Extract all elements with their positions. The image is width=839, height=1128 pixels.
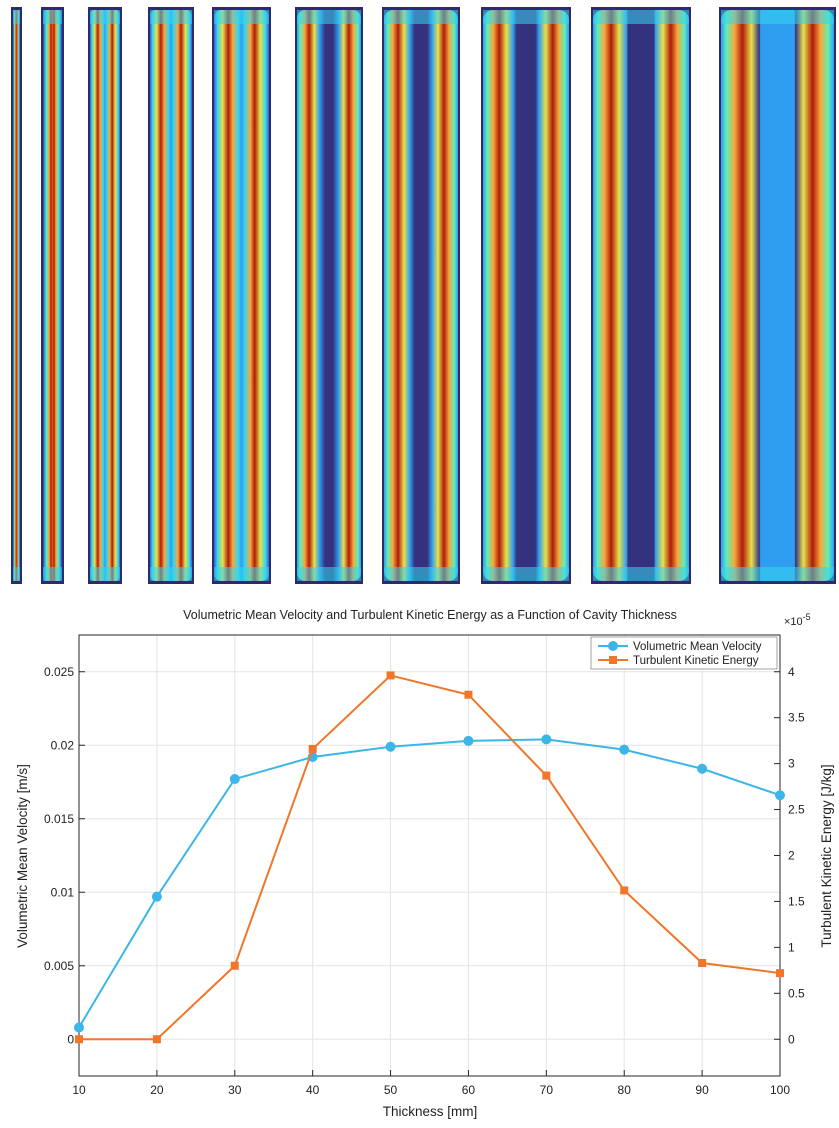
data-point-volumetric-mean-velocity (619, 744, 630, 755)
data-point-volumetric-mean-velocity (74, 1022, 84, 1033)
right-axis-exponent: ×10-5 (784, 612, 811, 628)
data-point-turbulent-kinetic-energy (620, 886, 629, 895)
x-tick-label: 70 (540, 1083, 554, 1097)
y-axis-right: 0 0.5 1 1.5 2 2.5 3 3.5 4 (774, 665, 805, 1046)
contour-strip (11, 7, 836, 584)
x-tick-label: 90 (695, 1083, 709, 1097)
data-point-turbulent-kinetic-energy (698, 958, 707, 967)
data-point-volumetric-mean-velocity (229, 774, 240, 785)
y-right-tick-label: 4 (788, 665, 795, 679)
x-tick-label: 30 (228, 1083, 242, 1097)
y-right-tick-label: 1 (788, 940, 795, 954)
x-tick-label: 20 (150, 1083, 164, 1097)
y-axis-left: 0 0.005 0.01 0.015 0.02 0.025 (44, 665, 85, 1046)
y-left-tick-label: 0 (67, 1032, 74, 1046)
contour-panel (41, 7, 64, 584)
y-left-tick-label: 0.01 (51, 885, 75, 899)
x-tick-label: 60 (462, 1083, 476, 1097)
data-point-volumetric-mean-velocity (775, 790, 785, 801)
contour-panel (212, 7, 271, 584)
contour-panel (11, 7, 22, 584)
series-line-turbulent-kinetic-energy (79, 674, 781, 1041)
x-tick-label: 80 (618, 1083, 632, 1097)
contour-panel (481, 7, 571, 584)
data-point-turbulent-kinetic-energy (308, 744, 317, 753)
chart-title: Volumetric Mean Velocity and Turbulent K… (183, 608, 677, 622)
legend: Volumetric Mean Velocity Turbulent Kinet… (590, 636, 778, 670)
y-axis-left-label: Volumetric Mean Velocity [m/s] (15, 764, 30, 948)
x-tick-label: 50 (384, 1083, 398, 1097)
legend-label-tke: Turbulent Kinetic Energy (633, 655, 759, 667)
exponent-power: -5 (803, 612, 811, 622)
contour-panel (382, 7, 460, 584)
data-point-turbulent-kinetic-energy (542, 771, 551, 780)
series-line-volumetric-mean-velocity (78, 738, 781, 1029)
y-left-tick-label: 0.005 (44, 959, 74, 973)
contour-panel (295, 7, 363, 584)
contour-panel (591, 7, 691, 584)
legend-label-velocity: Volumetric Mean Velocity (633, 641, 762, 653)
data-point-turbulent-kinetic-energy (386, 671, 395, 680)
y-right-tick-label: 3.5 (788, 711, 805, 725)
y-right-tick-label: 2.5 (788, 803, 805, 817)
x-axis-label: Thickness [mm] (383, 1104, 478, 1119)
y-right-tick-label: 3 (788, 757, 795, 771)
y-left-tick-label: 0.02 (51, 738, 75, 752)
data-point-turbulent-kinetic-energy (152, 1035, 161, 1044)
y-right-tick-label: 0.5 (788, 986, 805, 1000)
data-point-volumetric-mean-velocity (541, 734, 552, 745)
data-point-turbulent-kinetic-energy (776, 969, 784, 978)
contour-panel (719, 7, 836, 584)
data-point-turbulent-kinetic-energy (75, 1035, 83, 1044)
contour-panel (148, 7, 194, 584)
line-chart: Volumetric Mean Velocity and Turbulent K… (15, 608, 834, 1119)
legend-marker-velocity (608, 641, 618, 651)
x-tick-label: 10 (72, 1083, 86, 1097)
x-tick-label: 40 (306, 1083, 320, 1097)
exponent-base: ×10 (784, 616, 803, 628)
y-right-tick-label: 1.5 (788, 894, 805, 908)
x-axis: 10 20 30 40 50 60 70 80 90 100 (72, 1070, 790, 1097)
data-point-volumetric-mean-velocity (697, 763, 708, 774)
contour-panel (88, 7, 122, 584)
y-axis-right-label: Turbulent Kinetic Energy [J/kg] (819, 764, 834, 947)
y-left-tick-label: 0.025 (44, 665, 74, 679)
data-point-volumetric-mean-velocity (151, 891, 162, 902)
legend-box (590, 636, 778, 670)
data-point-turbulent-kinetic-energy (230, 961, 239, 970)
y-left-tick-label: 0.015 (44, 812, 74, 826)
series-group (74, 671, 785, 1044)
y-right-tick-label: 2 (788, 849, 795, 863)
data-point-volumetric-mean-velocity (463, 735, 474, 746)
y-right-tick-label: 0 (788, 1032, 795, 1046)
legend-marker-tke (609, 656, 617, 664)
data-point-turbulent-kinetic-energy (464, 690, 473, 699)
data-point-volumetric-mean-velocity (385, 741, 396, 752)
x-tick-label: 100 (770, 1083, 790, 1097)
